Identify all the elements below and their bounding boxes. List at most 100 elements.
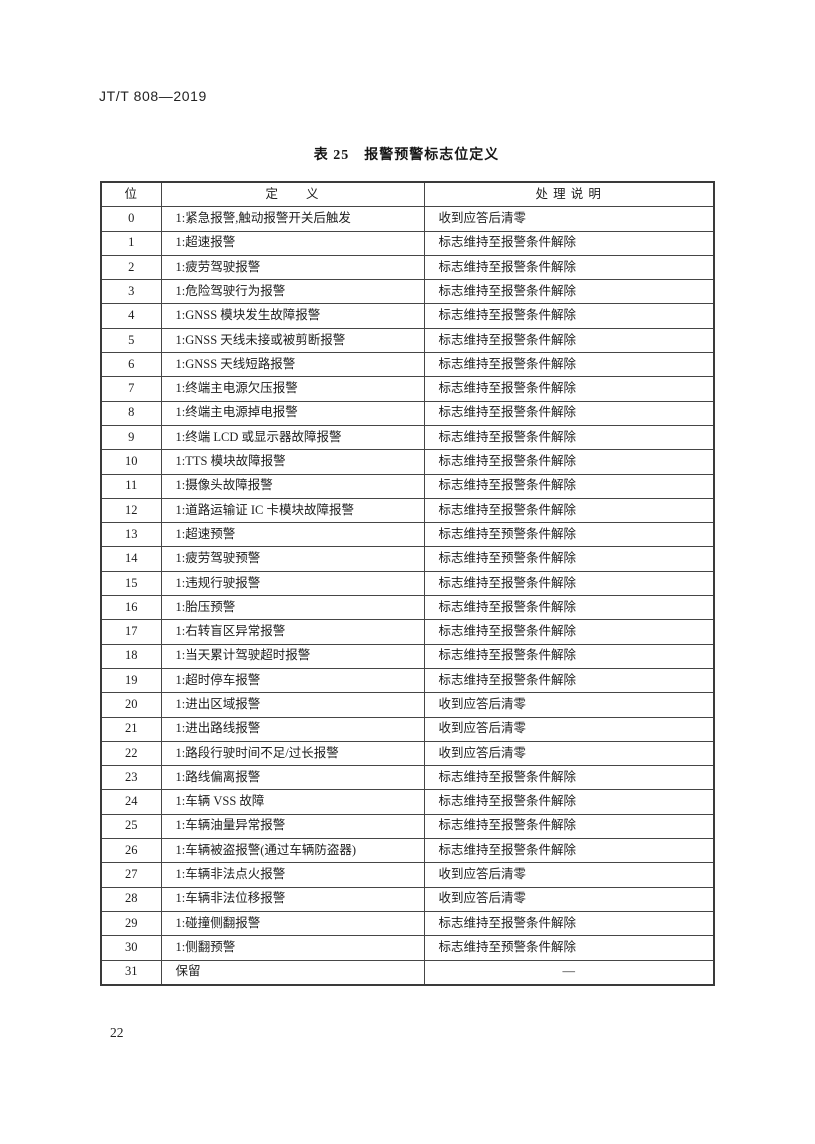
bit-cell: 10 [100,449,162,475]
table-row: 1 1:超速报警 标志维持至报警条件解除 [100,230,715,256]
definition-cell: 1:疲劳驾驶报警 [160,254,425,281]
definition-cell: 1:进出路线报警 [160,716,425,742]
table-row: 30 1:侧翻预警 标志维持至预警条件解除 [100,935,715,961]
handling-cell: 标志维持至报警条件解除 [423,230,715,256]
standard-number: JT/T 808—2019 [99,88,207,104]
definition-cell: 1:终端主电源欠压报警 [160,376,425,402]
definition-cell: 1:GNSS 天线短路报警 [160,352,425,378]
definition-cell: 1:超时停车报警 [160,667,425,694]
definition-cell: 1:终端主电源掉电报警 [160,400,425,426]
handling-cell: 标志维持至报警条件解除 [423,254,715,281]
bit-cell: 6 [100,352,162,378]
table-row: 9 1:终端 LCD 或显示器故障报警 标志维持至报警条件解除 [100,424,715,451]
bit-cell: 26 [100,838,162,864]
handling-cell: 标志维持至报警条件解除 [423,449,715,475]
bit-cell: 7 [100,376,162,402]
handling-cell: 标志维持至预警条件解除 [423,935,715,961]
handling-cell: 标志维持至报警条件解除 [423,813,715,840]
column-header-definition: 定 义 [160,181,425,208]
definition-cell: 1:危险驾驶行为报警 [160,279,425,305]
handling-cell: 标志维持至报警条件解除 [423,619,715,645]
table-row: 5 1:GNSS 天线未接或被剪断报警 标志维持至报警条件解除 [100,327,715,354]
definition-cell: 1:车辆 VSS 故障 [160,789,425,815]
bit-cell: 5 [100,327,162,354]
bit-cell: 29 [100,910,162,937]
page-number: 22 [110,1025,124,1040]
table-row: 8 1:终端主电源掉电报警 标志维持至报警条件解除 [100,400,715,426]
bit-cell: 0 [100,206,162,232]
handling-cell: 标志维持至报警条件解除 [423,765,715,791]
table-row: 16 1:胎压预警 标志维持至报警条件解除 [100,595,715,621]
table-row: 21 1:进出路线报警 收到应答后清零 [100,716,715,742]
bit-cell: 16 [100,595,162,621]
handling-cell: — [423,959,715,986]
definition-cell: 1:车辆被盗报警(通过车辆防盗器) [160,838,425,864]
bit-cell: 18 [100,643,162,669]
definition-cell: 1:紧急报警,触动报警开关后触发 [160,206,425,232]
handling-cell: 收到应答后清零 [423,740,715,767]
handling-cell: 收到应答后清零 [423,206,715,232]
table-row: 0 1:紧急报警,触动报警开关后触发 收到应答后清零 [100,206,715,232]
handling-cell: 标志维持至报警条件解除 [423,497,715,524]
bit-cell: 28 [100,886,162,912]
definition-cell: 保留 [160,959,425,986]
bit-cell: 23 [100,765,162,791]
handling-cell: 标志维持至报警条件解除 [423,376,715,402]
handling-cell: 标志维持至报警条件解除 [423,667,715,694]
bit-cell: 12 [100,497,162,524]
table-row: 2 1:疲劳驾驶报警 标志维持至报警条件解除 [100,254,715,281]
handling-cell: 收到应答后清零 [423,692,715,718]
bit-cell: 8 [100,400,162,426]
handling-cell: 标志维持至报警条件解除 [423,838,715,864]
bit-cell: 15 [100,570,162,597]
definition-cell: 1:道路运输证 IC 卡模块故障报警 [160,497,425,524]
definition-cell: 1:车辆非法位移报警 [160,886,425,912]
definition-cell: 1:进出区域报警 [160,692,425,718]
table-row: 14 1:疲劳驾驶预警 标志维持至预警条件解除 [100,546,715,572]
table-row: 18 1:当天累计驾驶超时报警 标志维持至报警条件解除 [100,643,715,669]
bit-cell: 21 [100,716,162,742]
definition-cell: 1:胎压预警 [160,595,425,621]
bit-cell: 27 [100,862,162,888]
definition-cell: 1:终端 LCD 或显示器故障报警 [160,424,425,451]
handling-cell: 标志维持至报警条件解除 [423,303,715,329]
bit-cell: 30 [100,935,162,961]
table-row: 23 1:路线偏离报警 标志维持至报警条件解除 [100,765,715,791]
bit-cell: 31 [100,959,162,986]
definition-cell: 1:当天累计驾驶超时报警 [160,643,425,669]
table-row: 27 1:车辆非法点火报警 收到应答后清零 [100,862,715,888]
handling-cell: 标志维持至报警条件解除 [423,327,715,354]
definition-cell: 1:超速预警 [160,522,425,548]
bit-cell: 11 [100,473,162,499]
bit-cell: 24 [100,789,162,815]
column-header-bit: 位 [100,181,162,208]
table-row: 20 1:进出区域报警 收到应答后清零 [100,692,715,718]
table-row: 17 1:右转盲区异常报警 标志维持至报警条件解除 [100,619,715,645]
handling-cell: 标志维持至报警条件解除 [423,910,715,937]
definition-cell: 1:GNSS 天线未接或被剪断报警 [160,327,425,354]
table-row: 6 1:GNSS 天线短路报警 标志维持至报警条件解除 [100,352,715,378]
table-row: 11 1:摄像头故障报警 标志维持至报警条件解除 [100,473,715,499]
bit-cell: 9 [100,424,162,451]
handling-cell: 收到应答后清零 [423,716,715,742]
definition-cell: 1:TTS 模块故障报警 [160,449,425,475]
definition-cell: 1:违规行驶报警 [160,570,425,597]
handling-cell: 标志维持至报警条件解除 [423,570,715,597]
bit-cell: 25 [100,813,162,840]
bit-cell: 19 [100,667,162,694]
table-header-row: 位 定 义 处 理 说 明 [100,181,715,208]
definition-cell: 1:GNSS 模块发生故障报警 [160,303,425,329]
handling-cell: 标志维持至预警条件解除 [423,522,715,548]
table-row: 3 1:危险驾驶行为报警 标志维持至报警条件解除 [100,279,715,305]
handling-cell: 标志维持至报警条件解除 [423,789,715,815]
table-row: 4 1:GNSS 模块发生故障报警 标志维持至报警条件解除 [100,303,715,329]
handling-cell: 收到应答后清零 [423,862,715,888]
table-row: 29 1:碰撞侧翻报警 标志维持至报警条件解除 [100,910,715,937]
bit-cell: 22 [100,740,162,767]
definition-cell: 1:车辆油量异常报警 [160,813,425,840]
handling-cell: 标志维持至预警条件解除 [423,546,715,572]
table-row: 7 1:终端主电源欠压报警 标志维持至报警条件解除 [100,376,715,402]
bit-cell: 1 [100,230,162,256]
table-row: 12 1:道路运输证 IC 卡模块故障报警 标志维持至报警条件解除 [100,497,715,524]
